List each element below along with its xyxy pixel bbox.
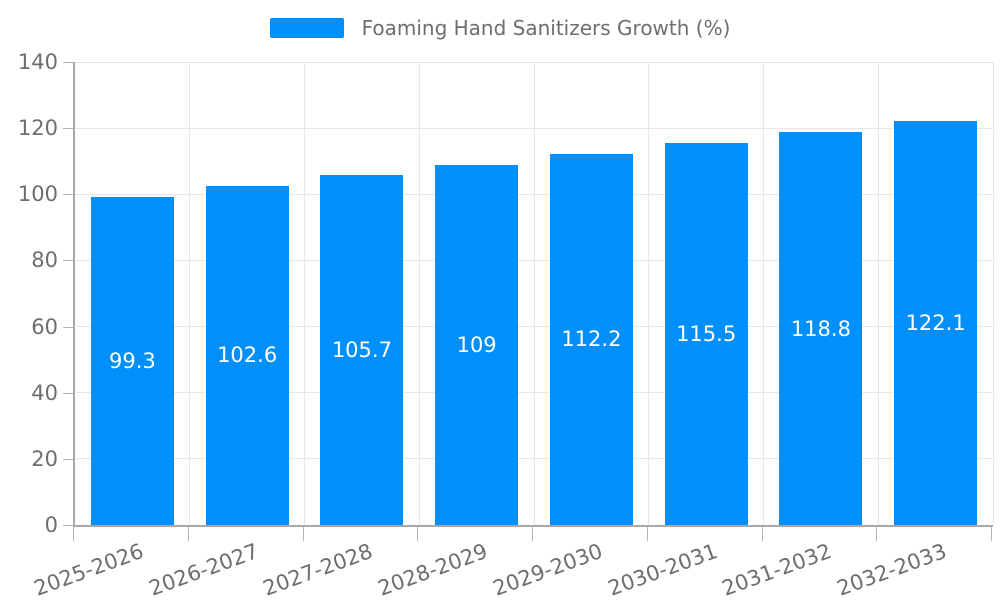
x-axis-tick-label: 2028-2029 [375, 539, 491, 600]
v-gridline [189, 62, 191, 525]
x-axis-tick-mark [187, 527, 189, 541]
x-axis-tick-label: 2030-2031 [604, 539, 721, 600]
bar-value-label: 118.8 [790, 316, 851, 341]
v-gridline [304, 62, 305, 525]
x-axis-tick-mark [73, 527, 74, 541]
y-axis-tick-label: 60 [31, 314, 58, 339]
v-gridline [533, 62, 535, 525]
y-axis-tick-mark [63, 525, 73, 526]
x-axis-tick-mark [761, 527, 763, 541]
y-axis-tick-mark [63, 194, 73, 196]
y-axis-tick-label: 80 [31, 248, 58, 273]
y-axis-tick-label: 0 [44, 513, 58, 537]
plot-area: 99.3 102.6 105.7 109 112.2 115.5 118.8 122.1 [73, 61, 994, 527]
v-gridline [648, 62, 650, 525]
y-axis-tick-label: 140 [17, 50, 58, 74]
v-gridline [992, 62, 994, 525]
x-axis-tick-label: 2029-2030 [489, 539, 606, 600]
bar-2032-2033[interactable]: 122.1 [894, 121, 978, 525]
bar-2025-2026[interactable]: 99.3 [90, 196, 174, 525]
bar-2029-2030[interactable]: 112.2 [549, 153, 633, 525]
x-axis-tick-mark [302, 527, 304, 541]
x-axis-tick-label: 2026-2027 [145, 539, 262, 600]
x-axis-tick-label: 2031-2032 [719, 539, 836, 600]
v-gridline [763, 62, 764, 525]
bar-value-label: 109 [456, 332, 497, 357]
bar-2030-2031[interactable]: 115.5 [664, 143, 748, 525]
y-axis-tick-mark [63, 260, 73, 262]
y-axis-tick-mark [63, 392, 73, 394]
x-axis-tick-mark [876, 527, 878, 541]
y-axis-tick-label: 20 [31, 446, 58, 471]
bar-2027-2028[interactable]: 105.7 [320, 175, 404, 525]
x-axis-tick-label: 2027-2028 [260, 539, 377, 600]
legend-swatch [269, 18, 344, 38]
legend-label: Foaming Hand Sanitizers Growth (%) [361, 16, 731, 40]
x-axis-tick-mark [532, 527, 533, 541]
bar-value-label: 112.2 [561, 327, 622, 352]
bar-2028-2029[interactable]: 109 [435, 164, 519, 525]
bar-value-label: 122.1 [905, 311, 966, 336]
y-axis-tick-mark [63, 128, 73, 130]
x-axis-tick-mark [646, 527, 648, 541]
x-axis-tick-mark [991, 527, 992, 541]
bar-value-label: 105.7 [331, 338, 392, 363]
v-gridline [877, 62, 879, 525]
y-axis-tick-mark [63, 326, 73, 328]
y-axis-tick-mark [63, 458, 73, 460]
bar-value-label: 102.6 [217, 343, 278, 368]
bar-value-label: 115.5 [676, 322, 737, 347]
y-axis-tick-mark [63, 62, 73, 63]
v-gridline [418, 62, 420, 525]
y-axis-tick-label: 100 [17, 182, 58, 207]
bar-value-label: 99.3 [108, 348, 156, 373]
x-axis-tick-label: 2025-2026 [30, 539, 147, 600]
bar-2026-2027[interactable]: 102.6 [205, 185, 289, 525]
legend-item[interactable]: Foaming Hand Sanitizers Growth (%) [0, 18, 1000, 38]
bar-2031-2032[interactable]: 118.8 [779, 132, 863, 525]
y-axis-tick-label: 120 [17, 116, 58, 141]
y-axis-tick-label: 40 [31, 380, 58, 405]
x-axis-tick-mark [417, 527, 419, 541]
x-axis-tick-label: 2032-2033 [834, 539, 950, 600]
